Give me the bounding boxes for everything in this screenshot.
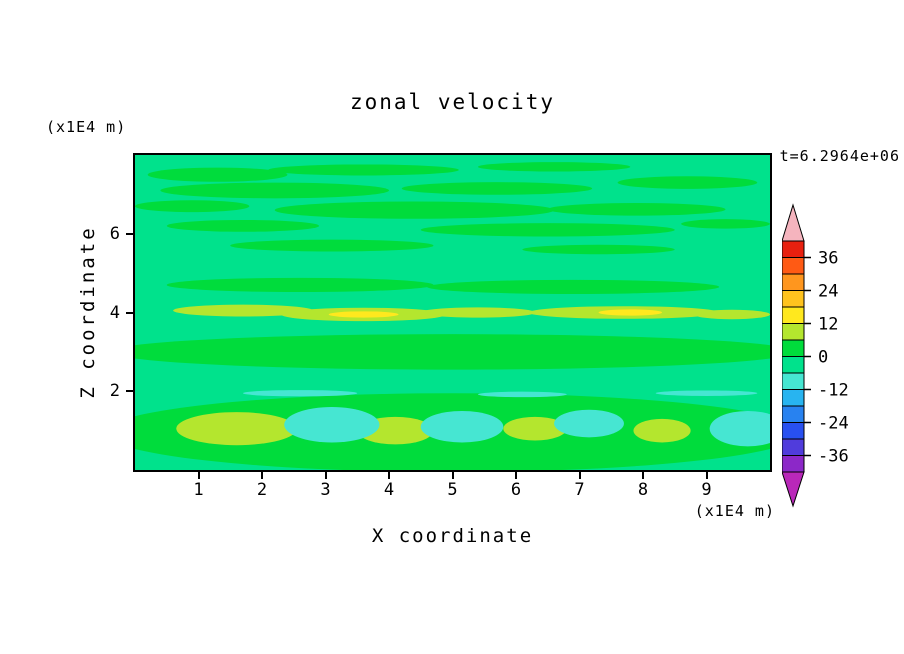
contour-patch-neg12_neg6 bbox=[242, 390, 358, 397]
x-tick-mark bbox=[705, 472, 708, 479]
contour-patch-pos6_12 bbox=[633, 418, 691, 443]
x-tick-mark bbox=[261, 472, 263, 479]
colorbar-below-arrow bbox=[782, 471, 805, 508]
colorbar-segment bbox=[782, 422, 805, 440]
colorbar-tick-label: -24 bbox=[818, 414, 849, 434]
colorbar-above-arrow bbox=[782, 203, 805, 242]
x-tick-mark bbox=[324, 472, 327, 479]
x-tick-label: 4 bbox=[383, 480, 395, 500]
colorbar-segment bbox=[782, 389, 805, 407]
colorbar-tick-label: 12 bbox=[818, 315, 838, 335]
colorbar-tick-label: -36 bbox=[818, 447, 849, 467]
x-axis-units-label: (x1E4 m) bbox=[694, 502, 775, 520]
contour-patch-pos0_6 bbox=[268, 164, 459, 176]
colorbar-segment bbox=[782, 372, 805, 390]
contour-patch-neg12_neg6 bbox=[655, 390, 758, 396]
colorbar-tick-label: -12 bbox=[818, 381, 849, 401]
x-tick-label: 8 bbox=[637, 480, 649, 500]
chart-title: zonal velocity bbox=[349, 90, 555, 114]
y-axis-label: Z coordinate bbox=[77, 225, 99, 399]
x-tick-mark bbox=[451, 472, 454, 479]
y-axis-units-label: (x1E4 m) bbox=[46, 118, 127, 136]
x-tick-mark bbox=[642, 472, 644, 479]
contour-patch-neg12_neg6 bbox=[554, 409, 624, 438]
contour-patch-neg12_neg6 bbox=[709, 410, 770, 447]
x-tick-label: 7 bbox=[574, 480, 585, 500]
colorbar-segment bbox=[782, 273, 805, 291]
timestamp-label: t=6.2964e+06 bbox=[779, 147, 900, 165]
x-tick-label: 3 bbox=[320, 480, 331, 500]
contour-patch-pos0_6 bbox=[547, 203, 726, 216]
colorbar-tick-label: 24 bbox=[818, 282, 838, 302]
contour-patch-pos0_6 bbox=[160, 182, 389, 199]
contour-patch-pos12_18 bbox=[598, 309, 663, 316]
colorbar-segment bbox=[782, 438, 805, 456]
contour-patch-pos0_6 bbox=[135, 334, 770, 370]
x-tick-mark bbox=[515, 472, 517, 479]
y-tick-mark bbox=[126, 311, 133, 314]
contour-patch-neg12_neg6 bbox=[420, 410, 504, 443]
contour-patch-pos0_6 bbox=[617, 176, 758, 189]
colorbar-tick-label: 36 bbox=[818, 249, 838, 269]
contour-patch-pos6_12 bbox=[693, 309, 770, 320]
colorbar-segment bbox=[782, 455, 805, 473]
x-tick-mark bbox=[388, 472, 390, 479]
y-tick-mark bbox=[126, 232, 133, 235]
colorbar-segment bbox=[782, 405, 805, 423]
contour-patch-pos6_12 bbox=[503, 416, 567, 441]
contour-patch-pos0_6 bbox=[135, 200, 250, 213]
x-tick-mark bbox=[578, 472, 581, 479]
contour-patch-pos0_6 bbox=[166, 277, 434, 293]
plot-area bbox=[133, 153, 772, 472]
contour-patch-pos12_18 bbox=[328, 311, 399, 318]
contour-patch-pos0_6 bbox=[420, 223, 675, 237]
contour-patch-pos0_6 bbox=[681, 219, 770, 229]
contour-patch-neg12_neg6 bbox=[284, 407, 380, 443]
colorbar-tick-label: 0 bbox=[818, 348, 828, 368]
colorbar-segment bbox=[782, 356, 805, 374]
x-tick-label: 2 bbox=[256, 480, 268, 500]
contour-patch-neg12_neg6 bbox=[477, 391, 567, 398]
x-tick-label: 9 bbox=[701, 480, 712, 500]
contour-field bbox=[135, 155, 770, 470]
x-axis-label: X coordinate bbox=[371, 525, 534, 547]
colorbar-segment bbox=[782, 323, 805, 341]
colorbar-segment bbox=[782, 339, 805, 357]
contour-patch-pos0_6 bbox=[427, 279, 720, 294]
x-tick-label: 5 bbox=[447, 480, 458, 500]
contour-patch-pos0_6 bbox=[522, 244, 675, 255]
contour-patch-pos0_6 bbox=[401, 182, 593, 195]
contour-patch-pos6_12 bbox=[173, 304, 313, 317]
x-tick-label: 6 bbox=[510, 480, 522, 500]
contour-patch-pos6_12 bbox=[176, 412, 297, 446]
contour-patch-pos0_6 bbox=[274, 201, 555, 219]
contour-patch-pos6_12 bbox=[420, 307, 536, 318]
colorbar-segment bbox=[782, 257, 805, 275]
contour-patch-pos0_6 bbox=[147, 167, 288, 182]
contour-patch-pos0_6 bbox=[230, 239, 434, 252]
contour-patch-pos0_6 bbox=[477, 162, 631, 172]
colorbar: 36 24 12 0 -12 -24 -36 bbox=[782, 203, 849, 508]
colorbar-segment bbox=[782, 240, 805, 258]
x-tick-mark bbox=[197, 472, 200, 479]
x-tick-label: 1 bbox=[193, 480, 204, 500]
colorbar-segment bbox=[782, 290, 805, 308]
contour-patch-pos0_6 bbox=[166, 219, 320, 232]
y-tick-mark bbox=[126, 390, 133, 393]
colorbar-segment bbox=[782, 306, 805, 324]
